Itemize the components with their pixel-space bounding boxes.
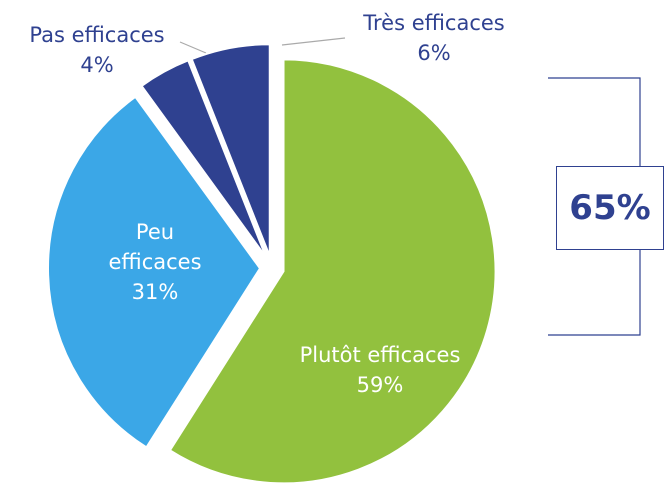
slice-label: Peu efficaces 31% [100,217,210,307]
slice-label: Pas efficaces 4% [29,20,164,80]
pie-slice [168,58,497,485]
category-label: Peu efficaces [108,220,202,274]
pie-slice [47,95,262,449]
annotation: 65% [556,166,664,250]
slice-label: Plutôt efficaces 59% [300,340,461,400]
pie-slice [140,59,268,259]
value-label: 4% [80,53,114,77]
value-label: 31% [131,280,179,304]
slice-label: Très efficaces 6% [363,8,505,68]
leader-line [281,37,346,46]
value-label: 6% [417,41,451,65]
pie-slice [190,43,271,257]
category-label: Très efficaces [363,11,505,35]
leader-line [179,41,207,54]
category-label: Pas efficaces [29,23,165,47]
value-label: 59% [356,373,404,397]
category-label: Plutôt efficaces [299,343,461,367]
